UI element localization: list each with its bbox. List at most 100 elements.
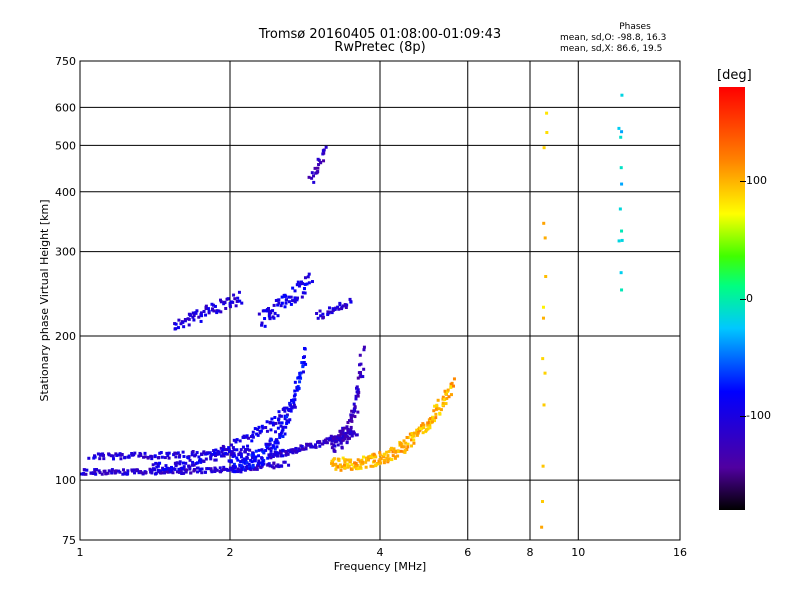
data-point [285, 415, 289, 419]
data-point [185, 468, 189, 472]
data-point [144, 471, 148, 475]
data-point [434, 412, 438, 416]
chart-title-line2: RwPretec (8p) [334, 40, 426, 55]
data-point [262, 309, 266, 313]
data-point [289, 295, 293, 299]
data-point [135, 468, 139, 472]
data-point [225, 297, 229, 301]
data-point [255, 432, 259, 436]
data-point [237, 453, 241, 457]
data-point [89, 471, 93, 475]
data-point [353, 461, 357, 465]
data-point [200, 314, 204, 318]
data-point [541, 357, 545, 361]
data-point [341, 426, 345, 430]
data-point [266, 456, 270, 460]
data-point [218, 298, 222, 302]
data-point [433, 404, 437, 408]
data-point [374, 463, 378, 467]
data-point [192, 469, 196, 473]
data-point [111, 454, 115, 458]
data-point [301, 447, 305, 451]
data-point [214, 458, 218, 462]
data-point [359, 362, 363, 366]
data-point [115, 453, 119, 457]
data-point [331, 436, 335, 440]
data-point [177, 467, 181, 471]
data-point [214, 448, 218, 452]
data-point [341, 430, 345, 434]
data-point [272, 303, 276, 307]
data-point [314, 445, 318, 449]
data-point [279, 454, 283, 458]
data-point [237, 290, 241, 294]
data-point [275, 445, 279, 449]
data-point [220, 449, 224, 453]
data-point [181, 466, 185, 470]
data-point [284, 301, 288, 305]
data-point [209, 455, 213, 459]
data-point [272, 461, 276, 465]
data-point [279, 431, 283, 435]
data-point [296, 280, 300, 284]
data-point [336, 443, 340, 447]
data-point [542, 146, 546, 150]
data-point [268, 439, 272, 443]
data-point [138, 451, 142, 455]
data-point [235, 438, 239, 442]
data-point [209, 453, 213, 457]
data-point [540, 525, 544, 529]
data-point [268, 309, 272, 313]
data-point [182, 471, 186, 475]
data-point [421, 431, 425, 435]
data-point [345, 440, 349, 444]
data-point [293, 380, 297, 384]
data-point [355, 390, 359, 394]
data-point [422, 423, 426, 427]
data-point [289, 302, 293, 306]
data-point [410, 444, 414, 448]
data-point [297, 386, 301, 390]
data-point [377, 459, 381, 463]
data-point [130, 453, 134, 457]
data-point [210, 302, 214, 306]
data-point [267, 306, 271, 310]
data-point [202, 459, 206, 463]
x-tick-label: 8 [527, 546, 534, 559]
data-point [177, 470, 181, 474]
data-point [313, 443, 317, 447]
data-point [327, 306, 331, 310]
data-point [337, 438, 341, 442]
data-point [344, 434, 348, 438]
x-tick-label: 2 [227, 546, 234, 559]
data-point [358, 353, 362, 357]
data-point [364, 460, 368, 464]
data-point [267, 312, 271, 316]
data-point [316, 166, 320, 170]
data-point [362, 345, 366, 349]
data-point [85, 468, 89, 472]
data-point [220, 469, 224, 473]
data-point [230, 450, 234, 454]
data-point [317, 163, 321, 167]
data-point [449, 393, 453, 397]
data-point [173, 461, 177, 465]
data-point [307, 442, 311, 446]
data-point [443, 398, 447, 402]
data-point [337, 307, 341, 311]
data-point [329, 310, 333, 314]
data-point [374, 455, 378, 459]
data-point [350, 463, 354, 467]
data-point [250, 439, 254, 443]
data-point [272, 445, 276, 449]
data-point [352, 465, 356, 469]
data-point [203, 470, 207, 474]
data-point [205, 451, 209, 455]
data-point [176, 326, 180, 330]
y-tick-label: 750 [55, 55, 76, 68]
data-point [391, 454, 395, 458]
data-point [303, 282, 307, 286]
data-point [271, 444, 275, 448]
data-point [107, 453, 111, 457]
data-point [284, 298, 288, 302]
